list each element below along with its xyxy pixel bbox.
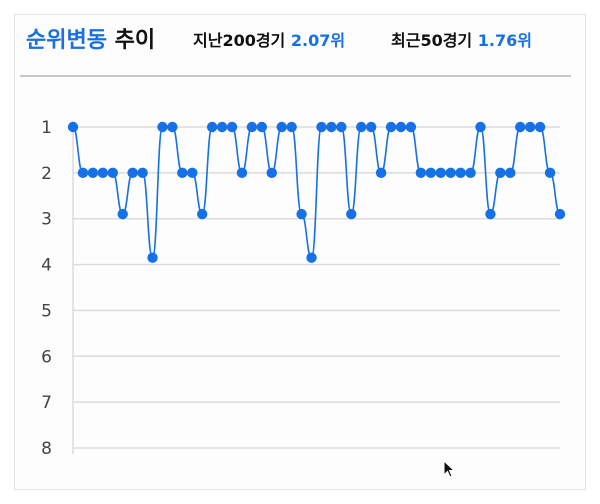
- rank-point-44: [495, 167, 506, 179]
- rank-point-49: [544, 167, 556, 179]
- y-tick-label: 6: [41, 347, 52, 367]
- chart-card: [14, 14, 586, 490]
- rank-point-40: [455, 167, 466, 179]
- recent-50-value: 1.76위: [477, 31, 532, 50]
- rank-point-24: [296, 208, 307, 220]
- rank-point-2: [77, 167, 89, 179]
- recent-50-label: 최근50경기: [391, 31, 473, 50]
- rank-point-28: [336, 121, 347, 133]
- rank-point-14: [197, 208, 208, 220]
- chart-title: 순위변동 추이: [26, 22, 155, 54]
- rank-point-8: [137, 167, 148, 179]
- rank-point-18: [236, 167, 248, 179]
- rank-point-26: [316, 121, 327, 133]
- rank-point-25: [306, 252, 317, 263]
- y-tick-label: 3: [41, 210, 52, 230]
- rank-point-1: [67, 121, 79, 133]
- y-tick-label: 1: [41, 118, 52, 138]
- rank-point-34: [395, 121, 407, 133]
- recent-50-stat: 최근50경기 1.76위: [391, 27, 532, 51]
- rank-point-3: [87, 167, 99, 179]
- rank-point-50: [554, 208, 566, 220]
- rank-point-13: [187, 167, 198, 179]
- rank-point-29: [346, 208, 357, 220]
- y-tick-label: 2: [41, 164, 52, 184]
- rank-point-23: [286, 121, 297, 133]
- rank-point-17: [226, 121, 238, 133]
- rank-point-33: [385, 121, 397, 133]
- y-tick-label: 8: [41, 439, 52, 459]
- rank-point-36: [415, 167, 427, 179]
- rank-point-6: [117, 208, 128, 220]
- title-accent: 순위변동: [26, 28, 107, 53]
- last-200-stat: 지난200경기 2.07위: [193, 27, 345, 51]
- rank-point-35: [405, 121, 417, 133]
- rank-point-39: [445, 167, 456, 179]
- y-tick-label: 5: [41, 301, 52, 321]
- rank-point-41: [465, 167, 476, 179]
- rank-point-47: [524, 121, 536, 133]
- rank-series-line: [72, 126, 561, 259]
- rank-point-11: [167, 121, 178, 133]
- rank-point-20: [256, 121, 268, 133]
- rank-point-9: [147, 252, 158, 263]
- rank-point-48: [534, 121, 546, 133]
- rank-point-46: [515, 121, 526, 133]
- title-rest: 추이: [106, 28, 156, 53]
- rank-point-27: [326, 121, 337, 133]
- rank-point-42: [475, 121, 486, 133]
- header-divider: [20, 75, 571, 77]
- rank-point-38: [435, 167, 446, 179]
- rank-point-16: [216, 121, 228, 133]
- y-tick-label: 7: [41, 393, 52, 413]
- rank-point-37: [425, 167, 436, 179]
- chart-header: 순위변동 추이 지난200경기 2.07위 최근50경기 1.76위: [26, 22, 580, 56]
- last-200-value: 2.07위: [290, 31, 346, 50]
- rank-point-12: [177, 167, 188, 179]
- rank-point-32: [375, 167, 387, 179]
- last-200-label: 지난200경기: [193, 31, 286, 50]
- rank-point-45: [505, 167, 516, 179]
- rank-point-22: [276, 121, 287, 133]
- mouse-pointer-icon: [443, 460, 456, 478]
- rank-point-5: [107, 167, 118, 179]
- rank-point-31: [365, 121, 377, 133]
- rank-point-7: [127, 167, 138, 179]
- rank-point-30: [356, 121, 367, 133]
- y-tick-label: 4: [41, 256, 52, 276]
- rank-point-4: [97, 167, 109, 179]
- rank-point-15: [206, 121, 218, 133]
- rank-point-19: [246, 121, 258, 133]
- rank-point-21: [266, 167, 277, 179]
- rank-point-43: [485, 208, 496, 220]
- rank-point-10: [157, 121, 168, 133]
